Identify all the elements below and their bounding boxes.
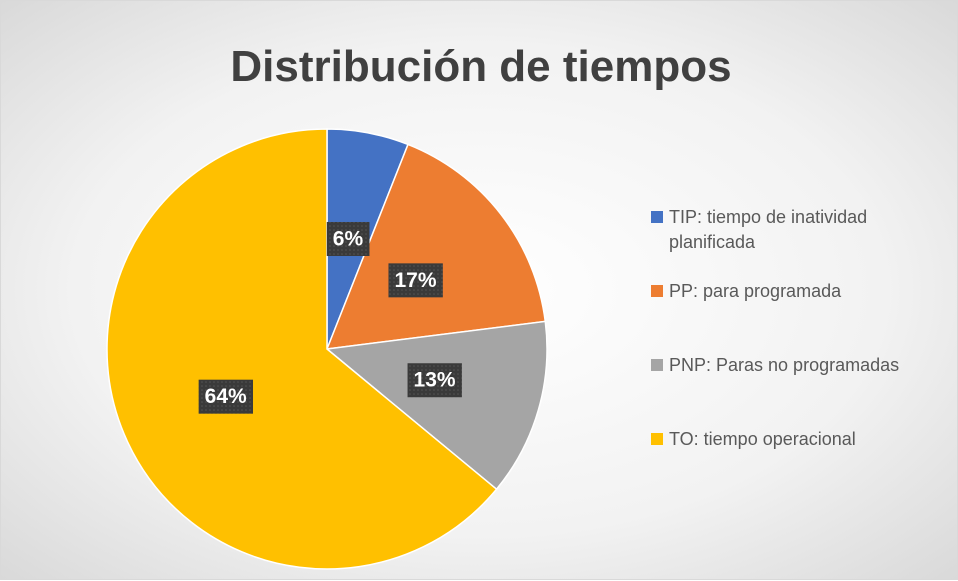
data-label: 13% (414, 369, 456, 392)
legend-label: TIP: tiempo de inatividad planificada (669, 207, 868, 252)
pie-slice (325, 320, 548, 491)
legend-swatch (651, 285, 663, 297)
data-label: 6% (333, 227, 364, 250)
pie-slice (106, 128, 498, 570)
legend-item: PNP: Paras no programadas (651, 353, 951, 378)
legend-item: TIP: tiempo de inatividad planificada (651, 205, 951, 255)
chart-title: Distribución de tiempos (230, 42, 731, 91)
legend-label: PNP: Paras no programadas (669, 355, 900, 375)
legend-swatch (651, 433, 663, 445)
pie-slice (325, 143, 547, 350)
pie (106, 128, 548, 570)
legend-label: TO: tiempo operacional (669, 429, 856, 449)
legend-swatch (651, 211, 663, 223)
legend-swatch (651, 359, 663, 371)
data-label: 64% (205, 385, 247, 408)
data-label: 17% (394, 269, 436, 292)
legend-item: TO: tiempo operacional (651, 427, 951, 452)
legend-item: PP: para programada (651, 279, 951, 304)
legend-label: PP: para programada (669, 281, 842, 301)
data-label-box (388, 263, 443, 298)
data-label-box (198, 379, 254, 414)
data-label-box (407, 363, 462, 398)
data-label-box (326, 221, 370, 256)
data-labels: 6% 17% 13% 64% (198, 221, 462, 414)
